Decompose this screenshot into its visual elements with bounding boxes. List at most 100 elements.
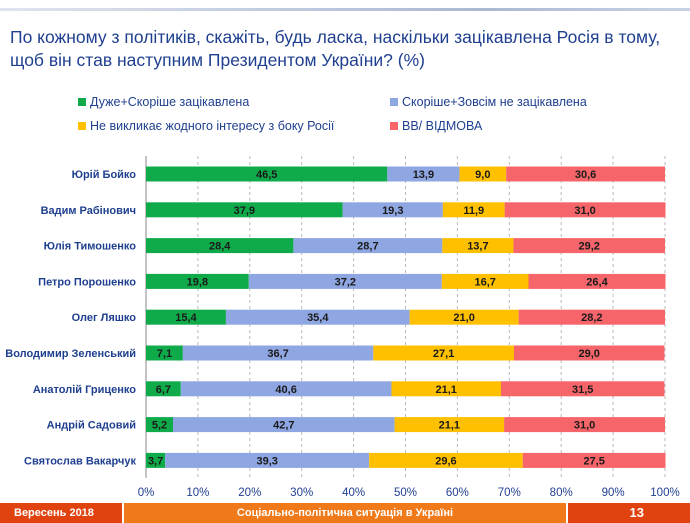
data-label: 11,9 bbox=[463, 205, 484, 217]
data-label: 28,2 bbox=[581, 312, 602, 324]
legend-item-blue: Скоріше+Зовсім не зацікавлена bbox=[390, 95, 587, 109]
bar-segment bbox=[459, 166, 507, 182]
bar-segment bbox=[518, 309, 665, 325]
bar-segment bbox=[391, 381, 501, 397]
bar-segment bbox=[146, 309, 226, 325]
x-tick-label: 90% bbox=[602, 487, 625, 499]
legend-item-yellow: Не викликає жодного інтересу з боку Росі… bbox=[78, 119, 334, 133]
bar-segment bbox=[248, 273, 442, 289]
legend-swatch-red bbox=[390, 122, 398, 130]
data-label: 31,0 bbox=[574, 420, 595, 432]
data-label: 21,1 bbox=[439, 420, 460, 432]
bar-segment bbox=[522, 452, 666, 468]
data-label: 13,9 bbox=[413, 169, 434, 181]
bar-segment bbox=[369, 452, 523, 468]
category-label: Юлія Тимошенко bbox=[44, 241, 137, 253]
data-label: 31,0 bbox=[574, 205, 595, 217]
legend: Дуже+Скоріше зацікавлена Скоріше+Зовсім … bbox=[0, 0, 690, 140]
data-label: 29,0 bbox=[579, 348, 600, 360]
x-tick-label: 70% bbox=[498, 487, 521, 499]
data-label: 15,4 bbox=[175, 312, 197, 324]
data-label: 28,4 bbox=[209, 241, 231, 253]
category-label: Олег Ляшко bbox=[72, 312, 137, 324]
data-label: 46,5 bbox=[256, 169, 277, 181]
data-label: 30,6 bbox=[575, 169, 596, 181]
category-label: Вадим Рабінович bbox=[41, 205, 136, 217]
x-tick-label: 30% bbox=[290, 487, 313, 499]
bar-segment bbox=[225, 309, 410, 325]
legend-label-red: ВВ/ ВІДМОВА bbox=[402, 119, 483, 133]
x-tick-label: 0% bbox=[138, 487, 155, 499]
category-label: Петро Порошенко bbox=[38, 276, 136, 288]
bar-segment bbox=[441, 273, 529, 289]
legend-label-blue: Скоріше+Зовсім не зацікавлена bbox=[402, 95, 587, 109]
stacked-bar-chart: 0% 10% 20% 30% 40% 50% 60% 70% 80% 90% 100% Юрій Бо… bbox=[5, 156, 680, 499]
data-label: 6,7 bbox=[156, 384, 171, 396]
bar-segment bbox=[146, 452, 166, 468]
bar-segment bbox=[146, 273, 249, 289]
bar-segment bbox=[500, 381, 665, 397]
bar-segment bbox=[504, 202, 666, 218]
bar-segment bbox=[146, 417, 173, 433]
data-label: 37,2 bbox=[335, 276, 356, 288]
bar-segment bbox=[182, 345, 374, 361]
category-label: Святослав Вакарчук bbox=[24, 455, 136, 467]
data-label: 21,1 bbox=[436, 384, 457, 396]
bar-segment bbox=[146, 202, 343, 218]
x-tick-label: 50% bbox=[394, 487, 417, 499]
x-tick-label: 40% bbox=[342, 487, 365, 499]
data-label: 29,2 bbox=[579, 241, 600, 253]
bar-segment bbox=[528, 273, 666, 289]
data-label: 40,6 bbox=[275, 384, 296, 396]
x-tick-label: 10% bbox=[186, 487, 209, 499]
footer-bar: Вересень 2018 Соціально-політична ситуац… bbox=[0, 503, 690, 523]
legend-label-yellow: Не викликає жодного інтересу з боку Росі… bbox=[90, 119, 335, 133]
category-label: Анатолій Гриценко bbox=[33, 384, 136, 396]
footer-date: Вересень 2018 bbox=[0, 503, 122, 523]
data-label: 3,7 bbox=[148, 455, 163, 467]
data-label: 5,2 bbox=[152, 420, 167, 432]
bar-segment bbox=[506, 166, 665, 182]
bar-segment bbox=[387, 166, 460, 182]
bar-segment bbox=[513, 238, 665, 254]
x-tick-label: 80% bbox=[550, 487, 573, 499]
bar-segment bbox=[442, 238, 514, 254]
bar-segment bbox=[293, 238, 443, 254]
chart-title: По кожному з політиків, скажіть, будь ла… bbox=[10, 27, 661, 70]
data-label: 19,8 bbox=[187, 276, 208, 288]
x-tick-label: 20% bbox=[238, 487, 261, 499]
x-tick-label: 60% bbox=[446, 487, 469, 499]
data-label: 27,5 bbox=[583, 455, 604, 467]
bar-segment bbox=[504, 417, 665, 433]
bar-segment bbox=[442, 202, 505, 218]
bar-segment bbox=[180, 381, 392, 397]
bar-segment bbox=[513, 345, 665, 361]
top-decor-rule bbox=[0, 8, 690, 11]
data-label: 37,9 bbox=[234, 205, 255, 217]
legend-item-green: Дуже+Скоріше зацікавлена bbox=[78, 95, 249, 109]
data-label: 42,7 bbox=[273, 420, 294, 432]
category-label: Андрій Садовий bbox=[47, 420, 136, 432]
bar-segment bbox=[172, 417, 395, 433]
bar-segment bbox=[342, 202, 443, 218]
category-label: Юрій Бойко bbox=[72, 169, 137, 181]
x-tick-label: 100% bbox=[650, 487, 679, 499]
bar-segment bbox=[146, 166, 388, 182]
bar-segment bbox=[394, 417, 505, 433]
bar-segment bbox=[146, 345, 183, 361]
bar-segment bbox=[373, 345, 514, 361]
footer-title: Соціально-політична ситуація в Україні bbox=[124, 503, 566, 523]
legend-label-green: Дуже+Скоріше зацікавлена bbox=[90, 95, 250, 109]
data-label: 39,3 bbox=[256, 455, 277, 467]
data-label: 27,1 bbox=[433, 348, 454, 360]
data-label: 19,3 bbox=[382, 205, 403, 217]
data-label: 29,6 bbox=[435, 455, 456, 467]
legend-swatch-yellow bbox=[78, 122, 86, 130]
data-label: 26,4 bbox=[586, 276, 608, 288]
bar-segment bbox=[146, 381, 181, 397]
data-label: 31,5 bbox=[572, 384, 593, 396]
data-label: 35,4 bbox=[307, 312, 329, 324]
data-label: 36,7 bbox=[267, 348, 288, 360]
page-number: 13 bbox=[568, 503, 690, 523]
legend-item-red: ВВ/ ВІДМОВА bbox=[390, 119, 482, 133]
